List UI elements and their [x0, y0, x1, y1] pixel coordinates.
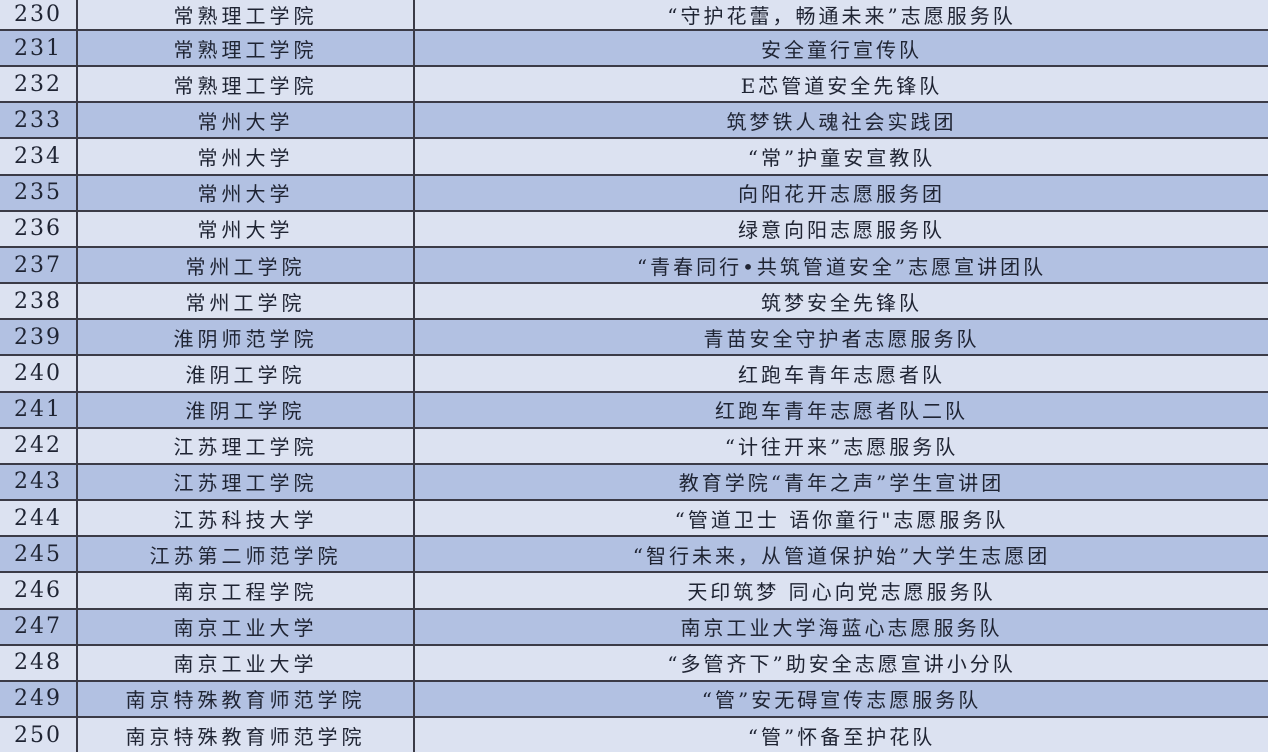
- table-row: 250 南京特殊教育师范学院 “管”怀备至护花队: [0, 717, 1268, 752]
- row-number-cell: 241: [0, 392, 78, 427]
- team-cell: 教育学院“青年之声”学生宣讲团: [678, 471, 1005, 496]
- row-number-cell: 235: [0, 175, 78, 210]
- school-cell: 常州工学院: [78, 284, 415, 319]
- team-cell: “多管齐下”助安全志愿宣讲小分队: [667, 652, 1016, 677]
- table-row: 240 淮阴工学院 红跑车青年志愿者队: [0, 356, 1268, 393]
- team-cell: 绿意向阳志愿服务队: [738, 218, 945, 243]
- table-row: 231 常熟理工学院 安全童行宣传队: [0, 31, 1268, 68]
- school-cell: 南京特殊教育师范学院: [78, 681, 415, 716]
- table-row: 247 南京工业大学 南京工业大学海蓝心志愿服务队: [0, 609, 1268, 646]
- row-number-cell: 246: [0, 573, 78, 608]
- row-number-cell: 232: [0, 67, 78, 102]
- row-number-cell: 249: [0, 681, 78, 716]
- team-cell: 红跑车青年志愿者队二队: [715, 399, 968, 424]
- team-cell: 筑梦安全先锋队: [761, 290, 922, 315]
- table-row: 237 常州工学院 “青春同行•共筑管道安全”志愿宣讲团队: [0, 247, 1268, 285]
- table-row: 236 常州大学 绿意向阳志愿服务队: [0, 211, 1268, 248]
- row-number-cell: 248: [0, 645, 78, 680]
- team-cell: “青春同行•共筑管道安全”志愿宣讲团队: [636, 254, 1047, 279]
- table-row: 230 常熟理工学院 “守护花蕾，畅通未来”志愿服务队: [0, 0, 1268, 31]
- team-cell: “智行未来，从管道保护始”大学生志愿团: [632, 543, 1051, 568]
- team-cell: “守护花蕾，畅通未来”志愿服务队: [667, 4, 1016, 28]
- team-cell: 向阳花开志愿服务团: [738, 182, 945, 207]
- school-cell: 常州工学院: [78, 247, 415, 283]
- table-row: 242 江苏理工学院 “计往开来”志愿服务队: [0, 428, 1268, 465]
- table-row: 239 淮阴师范学院 青苗安全守护者志愿服务队: [0, 320, 1268, 357]
- table-row: 248 南京工业大学 “多管齐下”助安全志愿宣讲小分队: [0, 645, 1268, 682]
- row-number-cell: 239: [0, 320, 78, 355]
- team-cell: 天印筑梦 同心向党志愿服务队: [687, 579, 996, 604]
- table-row: 249 南京特殊教育师范学院 “管”安无碍宣传志愿服务队: [0, 681, 1268, 718]
- team-cell: “管”怀备至护花队: [747, 724, 936, 749]
- row-number-cell: 233: [0, 103, 78, 138]
- school-cell: 江苏第二师范学院: [78, 537, 415, 572]
- row-number-cell: 230: [0, 0, 78, 29]
- team-cell: 青苗安全守护者志愿服务队: [703, 326, 980, 351]
- row-number-cell: 234: [0, 139, 78, 174]
- table-row: 245 江苏第二师范学院 “智行未来，从管道保护始”大学生志愿团: [0, 537, 1268, 574]
- team-cell: 红跑车青年志愿者队: [738, 362, 945, 387]
- school-cell: 江苏理工学院: [78, 428, 415, 463]
- school-cell: 常州大学: [78, 175, 415, 210]
- school-cell: 江苏理工学院: [78, 464, 415, 500]
- table-row: 246 南京工程学院 天印筑梦 同心向党志愿服务队: [0, 573, 1268, 610]
- school-cell: 常熟理工学院: [78, 0, 415, 29]
- row-number-cell: 247: [0, 609, 78, 644]
- team-cell: E芯管道安全先锋队: [740, 73, 943, 98]
- team-cell: 筑梦铁人魂社会实践团: [726, 109, 957, 134]
- school-cell: 常州大学: [78, 211, 415, 246]
- table-row: 238 常州工学院 筑梦安全先锋队: [0, 284, 1268, 321]
- school-cell: 江苏科技大学: [78, 501, 415, 536]
- row-number-cell: 238: [0, 284, 78, 319]
- row-number-cell: 236: [0, 211, 78, 246]
- row-number-cell: 237: [0, 247, 78, 283]
- school-cell: 淮阴工学院: [78, 356, 415, 391]
- row-number-cell: 250: [0, 717, 78, 752]
- row-number-cell: 242: [0, 428, 78, 463]
- team-cell: 南京工业大学海蓝心志愿服务队: [680, 616, 1003, 641]
- school-cell: 南京特殊教育师范学院: [78, 717, 415, 752]
- school-cell: 南京工程学院: [78, 573, 415, 608]
- school-cell: 常熟理工学院: [78, 31, 415, 66]
- team-cell: “管道卫士 语你童行"志愿服务队: [674, 507, 1009, 532]
- team-cell: “常”护童安宣教队: [747, 146, 936, 171]
- school-cell: 常熟理工学院: [78, 67, 415, 102]
- school-cell: 南京工业大学: [78, 609, 415, 644]
- row-number-cell: 243: [0, 464, 78, 500]
- school-cell: 淮阴工学院: [78, 392, 415, 427]
- row-number-cell: 231: [0, 31, 78, 66]
- row-number-cell: 245: [0, 537, 78, 572]
- school-cell: 常州大学: [78, 103, 415, 138]
- table-row: 233 常州大学 筑梦铁人魂社会实践团: [0, 103, 1268, 140]
- table-row: 243 江苏理工学院 教育学院“青年之声”学生宣讲团: [0, 464, 1268, 502]
- team-cell: “管”安无碍宣传志愿服务队: [701, 688, 982, 713]
- team-cell: “计往开来”志愿服务队: [724, 435, 959, 460]
- row-number-cell: 240: [0, 356, 78, 391]
- school-cell: 南京工业大学: [78, 645, 415, 680]
- table-row: 232 常熟理工学院 E芯管道安全先锋队: [0, 67, 1268, 104]
- table-row: 235 常州大学 向阳花开志愿服务团: [0, 175, 1268, 212]
- table-row: 244 江苏科技大学 “管道卫士 语你童行"志愿服务队: [0, 501, 1268, 538]
- school-cell: 淮阴师范学院: [78, 320, 415, 355]
- row-number-cell: 244: [0, 501, 78, 536]
- table-row: 234 常州大学 “常”护童安宣教队: [0, 139, 1268, 176]
- team-cell: 安全童行宣传队: [761, 37, 922, 62]
- table-row: 241 淮阴工学院 红跑车青年志愿者队二队: [0, 392, 1268, 429]
- school-cell: 常州大学: [78, 139, 415, 174]
